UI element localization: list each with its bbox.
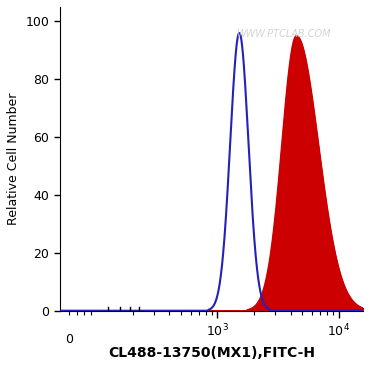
Text: 0: 0: [65, 333, 74, 346]
X-axis label: CL488-13750(MX1),FITC-H: CL488-13750(MX1),FITC-H: [108, 346, 315, 360]
Text: WWW.PTCLAB.COM: WWW.PTCLAB.COM: [236, 29, 330, 39]
Y-axis label: Relative Cell Number: Relative Cell Number: [7, 92, 20, 225]
